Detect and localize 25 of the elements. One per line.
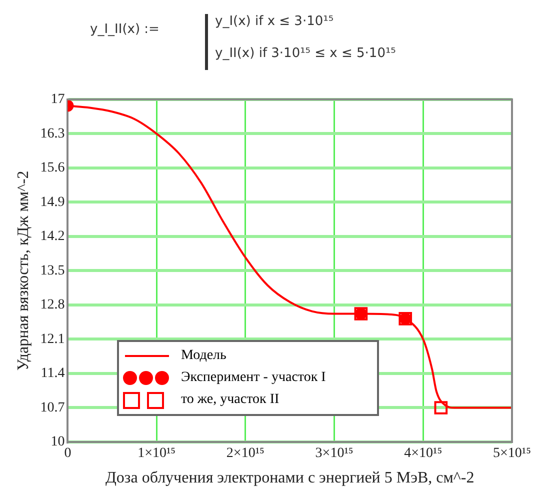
text: y_I(x) if x ≤ 3·10¹⁵ bbox=[215, 14, 334, 29]
y-tick-label: 15.6 bbox=[40, 160, 65, 176]
x-tick-label: 5×10¹⁵ bbox=[493, 446, 532, 462]
legend-label: Модель bbox=[181, 348, 226, 364]
y-axis-title: Ударная вязкость, кДж мм^-2 bbox=[14, 170, 32, 371]
legend-label: то же, участок II bbox=[181, 392, 280, 408]
y-tick-label: 14.2 bbox=[40, 229, 65, 244]
y-tick-label: 14.9 bbox=[40, 194, 65, 210]
y-tick-label: 17 bbox=[50, 92, 65, 108]
y-tick-label: 12.8 bbox=[40, 298, 65, 313]
y-tick-label: 10 bbox=[50, 434, 65, 450]
text: y_I_II(x) := bbox=[90, 22, 160, 37]
y-tick-label: 10.7 bbox=[40, 400, 65, 416]
x-axis-title: Доза облучения электронами с энергией 5 МэВ, см^-2 bbox=[105, 470, 474, 487]
y-tick-label: 13.5 bbox=[40, 263, 65, 278]
x-tick-label: 2×10¹⁵ bbox=[226, 446, 265, 462]
x-tick-label: 3×10¹⁵ bbox=[315, 446, 354, 462]
y-tick-label: 16.3 bbox=[40, 126, 65, 142]
y-tick-label: 11.4 bbox=[40, 366, 65, 382]
x-tick-label: 4×10¹⁵ bbox=[404, 446, 442, 462]
x-tick-label: 0 bbox=[64, 446, 72, 462]
y-tick-label: 12.1 bbox=[40, 332, 65, 347]
legend-label: Эксперимент - участок I bbox=[181, 370, 326, 386]
text: y_II(x) if 3·10¹⁵ ≤ x ≤ 5·10¹⁵ bbox=[215, 46, 396, 61]
x-tick-label: 1×10¹⁵ bbox=[138, 446, 176, 462]
